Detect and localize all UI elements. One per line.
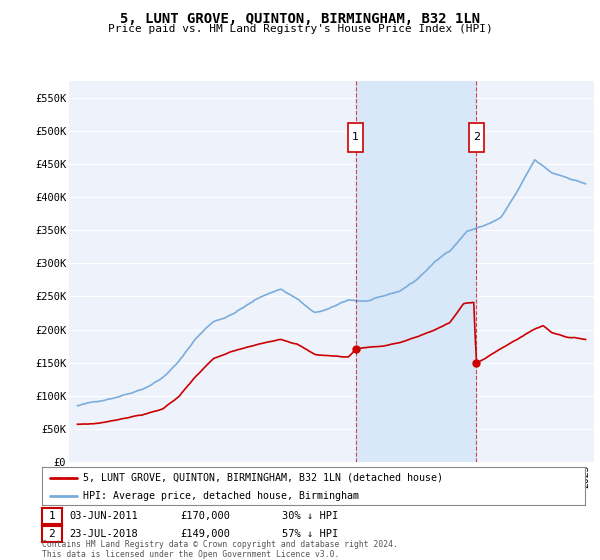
Text: 2: 2 [49,529,55,539]
Text: 23-JUL-2018: 23-JUL-2018 [69,529,138,539]
Text: 30% ↓ HPI: 30% ↓ HPI [282,511,338,521]
Text: 1: 1 [49,511,55,521]
Text: HPI: Average price, detached house, Birmingham: HPI: Average price, detached house, Birm… [83,491,359,501]
Text: £149,000: £149,000 [180,529,230,539]
Text: 5, LUNT GROVE, QUINTON, BIRMINGHAM, B32 1LN: 5, LUNT GROVE, QUINTON, BIRMINGHAM, B32 … [120,12,480,26]
Text: 2: 2 [473,133,480,142]
Text: Price paid vs. HM Land Registry's House Price Index (HPI): Price paid vs. HM Land Registry's House … [107,24,493,34]
Text: 1: 1 [352,133,359,142]
Bar [356,81,476,462]
Text: £170,000: £170,000 [180,511,230,521]
Text: 5, LUNT GROVE, QUINTON, BIRMINGHAM, B32 1LN (detached house): 5, LUNT GROVE, QUINTON, BIRMINGHAM, B32 … [83,473,443,483]
Bar [348,123,363,152]
Text: Contains HM Land Registry data © Crown copyright and database right 2024.
This d: Contains HM Land Registry data © Crown c… [42,540,398,559]
Text: 57% ↓ HPI: 57% ↓ HPI [282,529,338,539]
Bar [469,123,484,152]
Text: 03-JUN-2011: 03-JUN-2011 [69,511,138,521]
